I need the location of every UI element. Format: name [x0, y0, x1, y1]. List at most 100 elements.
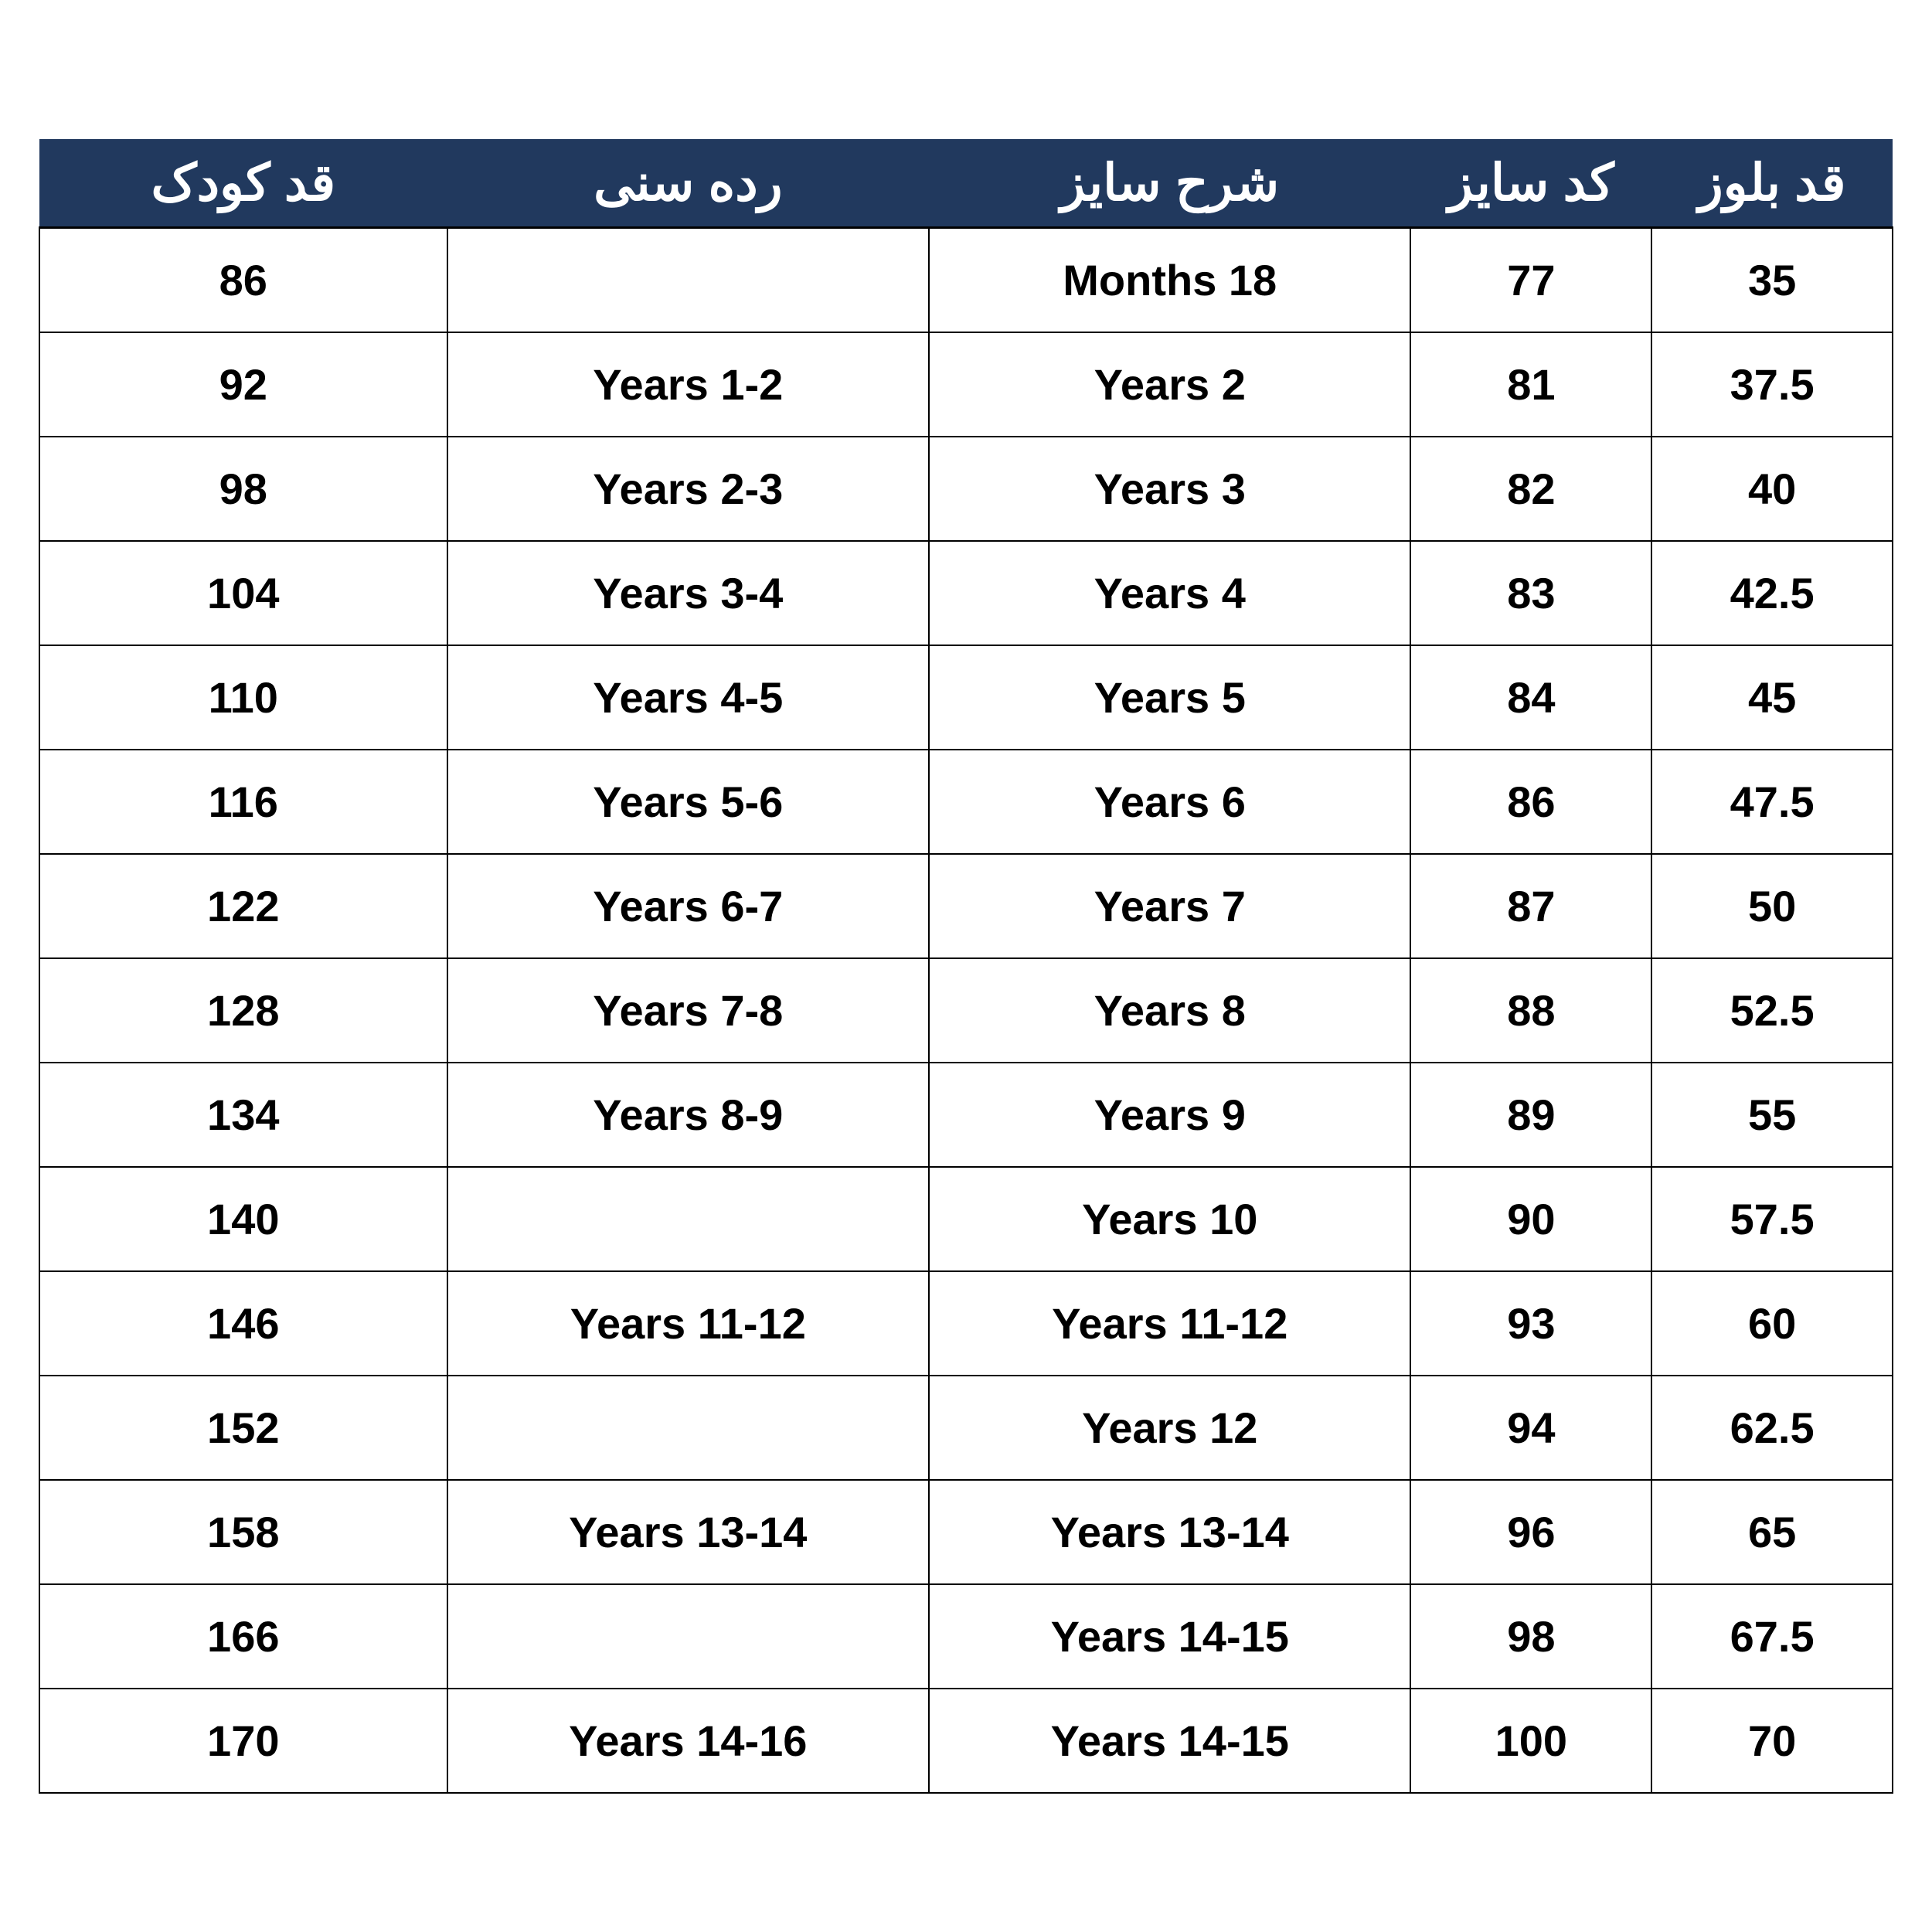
col-header-size-desc: شرح سایز [929, 139, 1410, 228]
table-header-row: قد کودک رده سنی شرح سایز کد سایز قد بلوز [39, 139, 1893, 228]
table-cell [447, 1167, 929, 1271]
table-cell: 86 [1410, 750, 1651, 854]
table-cell: 88 [1410, 958, 1651, 1063]
table-cell: Years 8 [929, 958, 1410, 1063]
col-header-blouse-len: قد بلوز [1651, 139, 1893, 228]
table-cell: Years 12 [929, 1376, 1410, 1480]
table-cell: Years 2-3 [447, 437, 929, 541]
size-chart-table: قد کودک رده سنی شرح سایز کد سایز قد بلوز… [39, 139, 1893, 1794]
table-cell: Years 3 [929, 437, 1410, 541]
col-header-age-range: رده سنی [447, 139, 929, 228]
table-row: 152 Years 129462.5 [39, 1376, 1893, 1480]
table-cell: 94 [1410, 1376, 1651, 1480]
table-cell: Years 9 [929, 1063, 1410, 1167]
size-chart-wrapper: قد کودک رده سنی شرح سایز کد سایز قد بلوز… [39, 139, 1893, 1794]
table-cell: 170 [39, 1689, 447, 1793]
table-cell: Years 3-4 [447, 541, 929, 645]
table-cell: Years 1-2 [447, 332, 929, 437]
table-cell: Months 18 [929, 227, 1410, 332]
table-cell: 152 [39, 1376, 447, 1480]
table-cell: Years 6-7 [447, 854, 929, 958]
table-cell: 82 [1410, 437, 1651, 541]
table-cell: 140 [39, 1167, 447, 1271]
table-cell: 166 [39, 1584, 447, 1689]
table-row: 134Years 8-9Years 98955 [39, 1063, 1893, 1167]
table-row: 166 Years 14-159867.5 [39, 1584, 1893, 1689]
table-cell: 84 [1410, 645, 1651, 750]
table-cell: Years 11-12 [929, 1271, 1410, 1376]
table-row: 158Years 13-14Years 13-149665 [39, 1480, 1893, 1584]
table-cell: Years 11-12 [447, 1271, 929, 1376]
table-cell: 110 [39, 645, 447, 750]
table-cell: Years 2 [929, 332, 1410, 437]
table-cell: Years 14-16 [447, 1689, 929, 1793]
table-cell: 92 [39, 332, 447, 437]
table-row: 116Years 5-6Years 68647.5 [39, 750, 1893, 854]
table-header: قد کودک رده سنی شرح سایز کد سایز قد بلوز [39, 139, 1893, 228]
table-cell: 70 [1651, 1689, 1893, 1793]
table-row: 110Years 4-5Years 58445 [39, 645, 1893, 750]
table-cell: 158 [39, 1480, 447, 1584]
table-cell: 81 [1410, 332, 1651, 437]
table-row: 170Years 14-16Years 14-1510070 [39, 1689, 1893, 1793]
col-header-child-height: قد کودک [39, 139, 447, 228]
table-cell: Years 5 [929, 645, 1410, 750]
table-cell: Years 13-14 [929, 1480, 1410, 1584]
table-cell: Years 7 [929, 854, 1410, 958]
table-cell [447, 227, 929, 332]
table-cell: 45 [1651, 645, 1893, 750]
table-cell: 40 [1651, 437, 1893, 541]
table-cell: 116 [39, 750, 447, 854]
table-cell: Years 14-15 [929, 1584, 1410, 1689]
table-cell [447, 1376, 929, 1480]
table-row: 104Years 3-4Years 48342.5 [39, 541, 1893, 645]
table-row: 128Years 7-8Years 88852.5 [39, 958, 1893, 1063]
table-cell: 122 [39, 854, 447, 958]
table-cell: 86 [39, 227, 447, 332]
table-cell: 60 [1651, 1271, 1893, 1376]
table-cell: 35 [1651, 227, 1893, 332]
table-cell: 87 [1410, 854, 1651, 958]
table-cell: Years 13-14 [447, 1480, 929, 1584]
table-cell: 98 [39, 437, 447, 541]
table-cell: 65 [1651, 1480, 1893, 1584]
table-row: 98Years 2-3Years 38240 [39, 437, 1893, 541]
table-row: 140 Years 109057.5 [39, 1167, 1893, 1271]
table-cell: 52.5 [1651, 958, 1893, 1063]
table-cell: Years 6 [929, 750, 1410, 854]
table-cell: 55 [1651, 1063, 1893, 1167]
table-cell: 57.5 [1651, 1167, 1893, 1271]
table-cell: 98 [1410, 1584, 1651, 1689]
table-cell: 62.5 [1651, 1376, 1893, 1480]
table-cell: 77 [1410, 227, 1651, 332]
table-cell: 67.5 [1651, 1584, 1893, 1689]
table-cell: 146 [39, 1271, 447, 1376]
table-cell: Years 4 [929, 541, 1410, 645]
table-cell: Years 5-6 [447, 750, 929, 854]
table-cell: Years 14-15 [929, 1689, 1410, 1793]
table-cell: 50 [1651, 854, 1893, 958]
table-row: 146Years 11-12Years 11-129360 [39, 1271, 1893, 1376]
table-cell: 128 [39, 958, 447, 1063]
table-body: 86Months 18773592Years 1-2Years 28137.59… [39, 227, 1893, 1793]
table-cell: Years 7-8 [447, 958, 929, 1063]
table-cell: 37.5 [1651, 332, 1893, 437]
table-cell: Years 4-5 [447, 645, 929, 750]
table-cell [447, 1584, 929, 1689]
table-row: 122Years 6-7Years 78750 [39, 854, 1893, 958]
table-cell: 134 [39, 1063, 447, 1167]
table-cell: 90 [1410, 1167, 1651, 1271]
table-cell: 100 [1410, 1689, 1651, 1793]
table-cell: 47.5 [1651, 750, 1893, 854]
table-cell: 93 [1410, 1271, 1651, 1376]
table-cell: Years 8-9 [447, 1063, 929, 1167]
table-cell: 104 [39, 541, 447, 645]
table-cell: Years 10 [929, 1167, 1410, 1271]
table-cell: 83 [1410, 541, 1651, 645]
col-header-size-code: کد سایز [1410, 139, 1651, 228]
table-cell: 96 [1410, 1480, 1651, 1584]
table-row: 86 Months 187735 [39, 227, 1893, 332]
table-cell: 89 [1410, 1063, 1651, 1167]
table-cell: 42.5 [1651, 541, 1893, 645]
table-row: 92Years 1-2Years 28137.5 [39, 332, 1893, 437]
